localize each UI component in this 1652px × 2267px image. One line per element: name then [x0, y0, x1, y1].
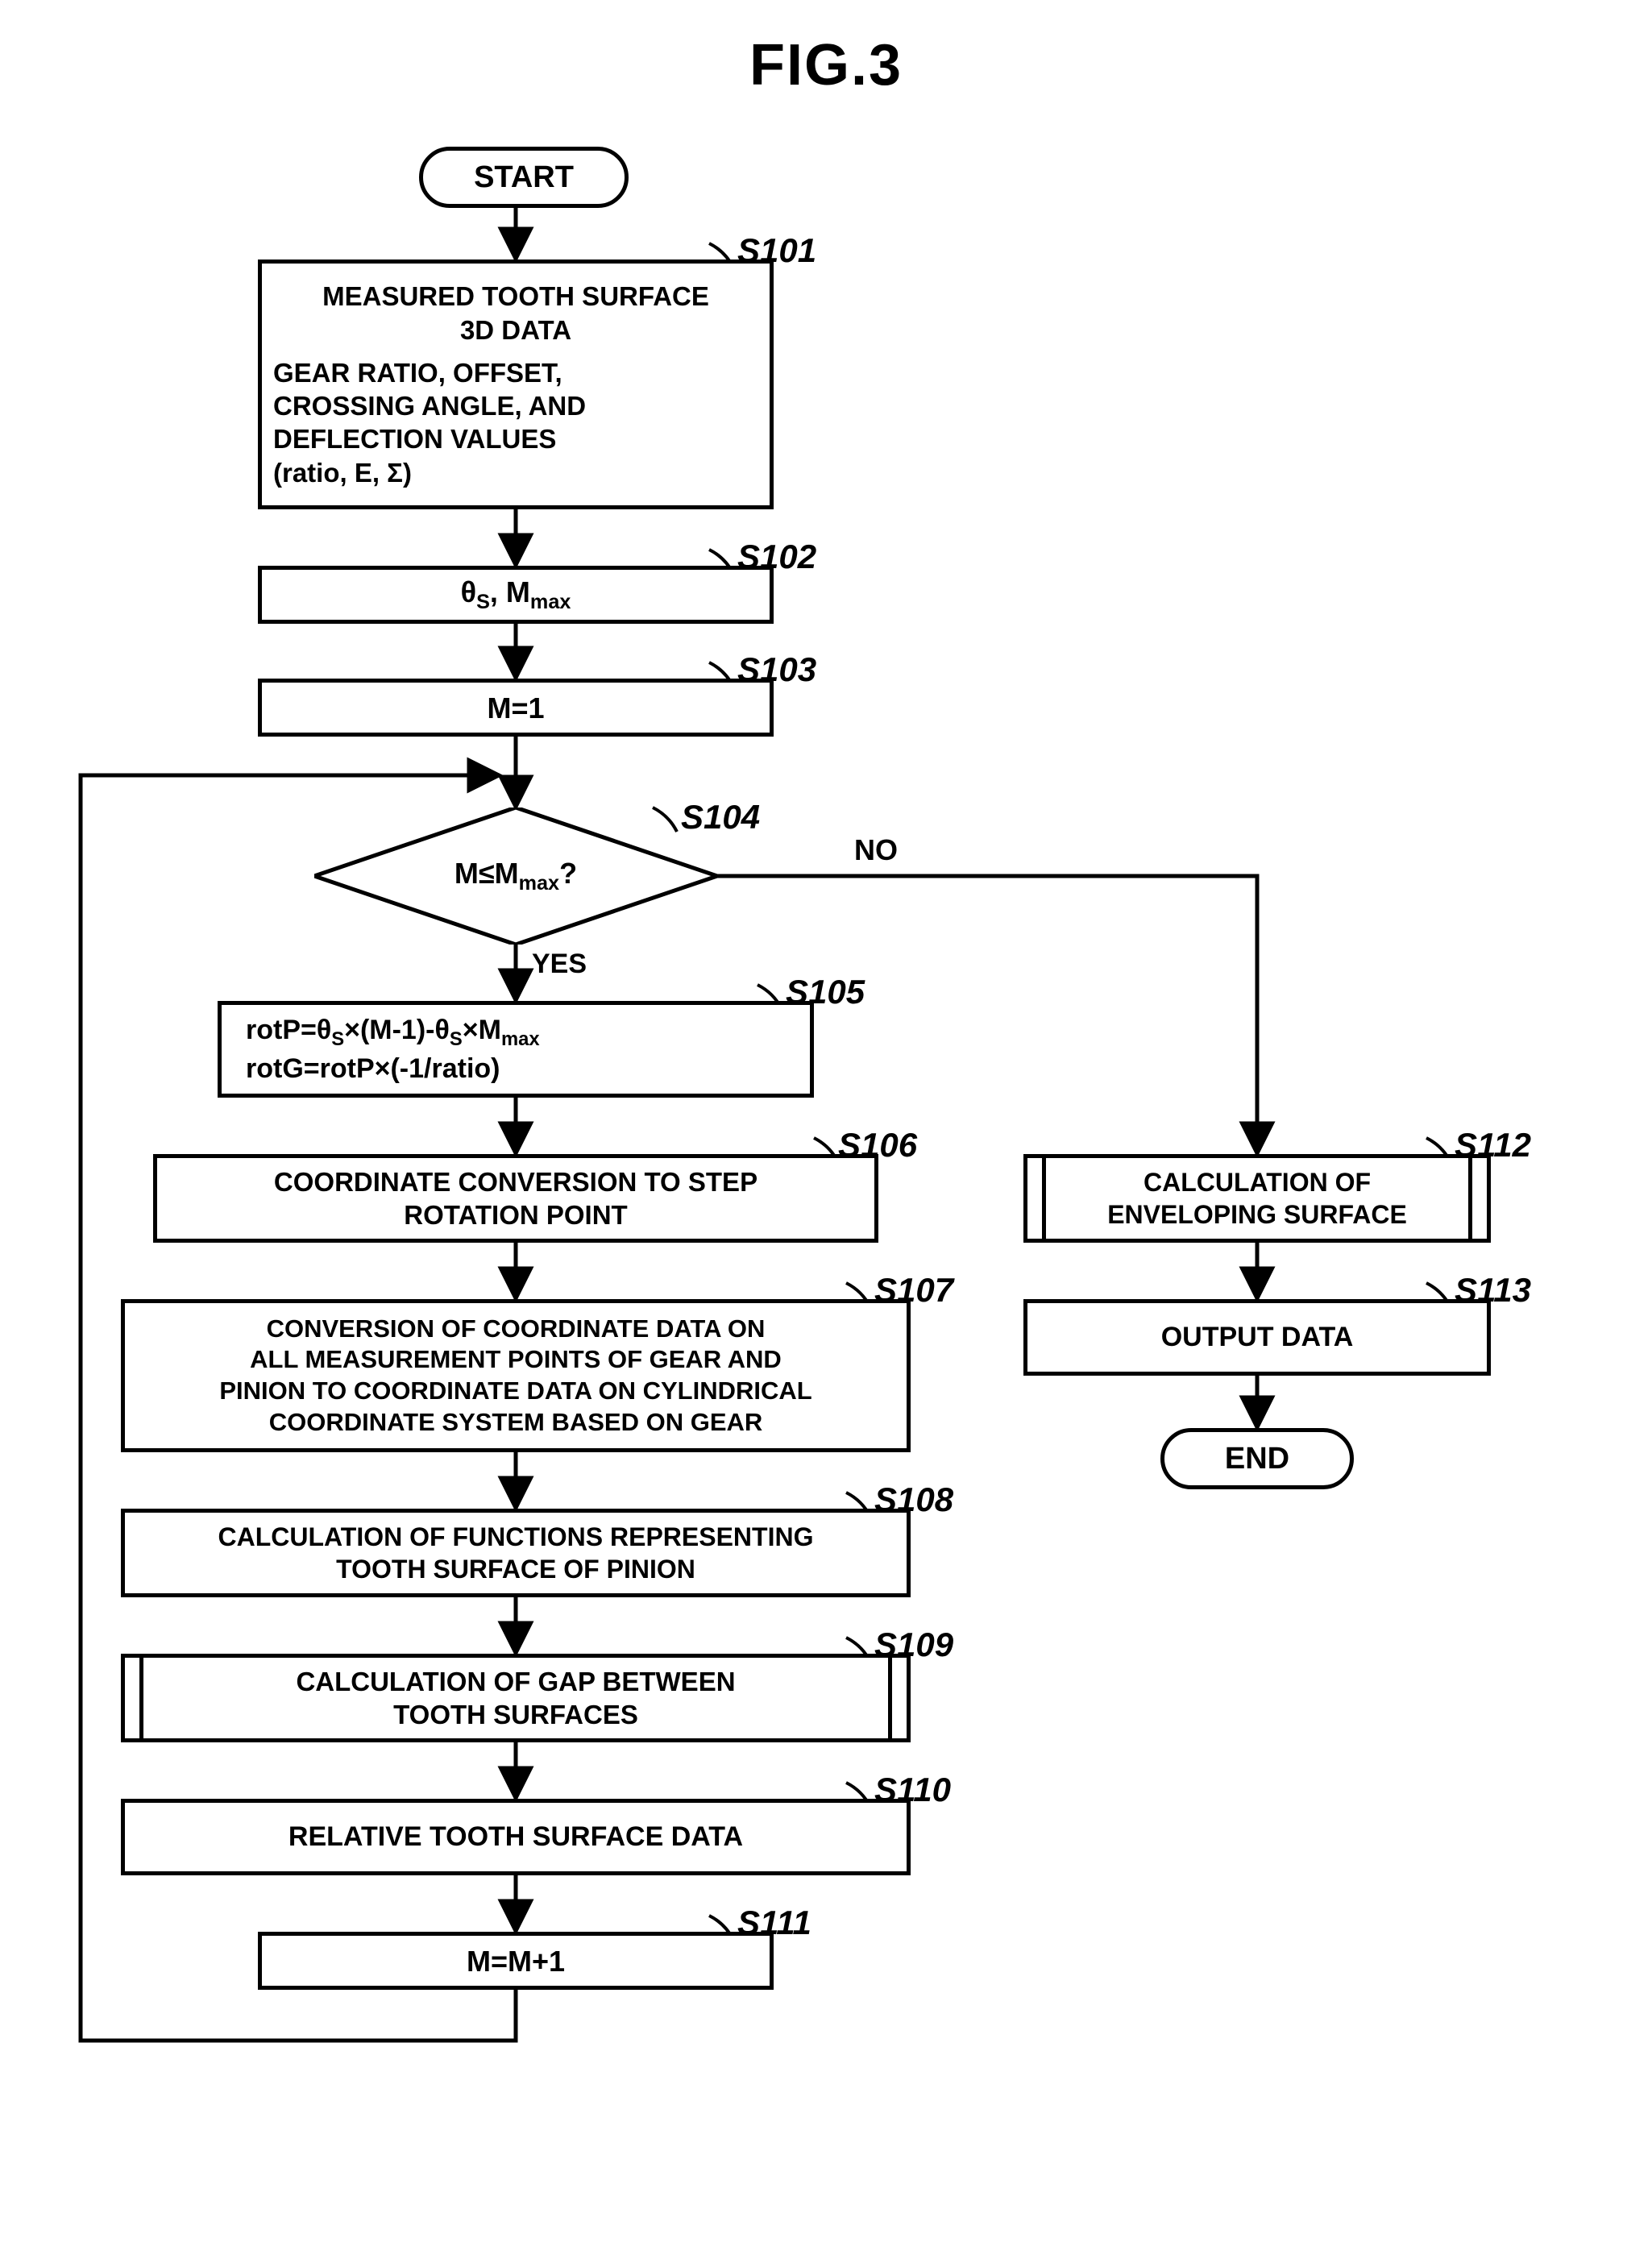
s110-text: RELATIVE TOOTH SURFACE DATA — [288, 1820, 743, 1854]
s112-line1: CALCULATION OF — [1144, 1166, 1371, 1198]
s105-line1: rotP=θS×(M-1)-θS×Mmax — [246, 1013, 540, 1052]
s112-line2: ENVELOPING SURFACE — [1107, 1198, 1407, 1231]
end-label: END — [1225, 1442, 1289, 1476]
box-s107: CONVERSION OF COORDINATE DATA ON ALL MEA… — [121, 1299, 911, 1452]
s106-line1: COORDINATE CONVERSION TO STEP — [274, 1165, 758, 1198]
s101-line5: DEFLECTION VALUES — [273, 422, 556, 455]
flowchart-canvas: START S101 MEASURED TOOTH SURFACE 3D DAT… — [32, 139, 1620, 2234]
s111-text: M=M+1 — [467, 1943, 565, 1979]
box-s112: CALCULATION OF ENVELOPING SURFACE — [1023, 1154, 1491, 1243]
box-s101: MEASURED TOOTH SURFACE 3D DATA GEAR RATI… — [258, 260, 774, 509]
s107-line2: ALL MEASUREMENT POINTS OF GEAR AND — [250, 1344, 782, 1376]
start-label: START — [474, 160, 574, 195]
s105-line2: rotG=rotP×(-1/ratio) — [246, 1052, 500, 1086]
s101-line2: 3D DATA — [322, 313, 709, 347]
s104-text: M≤Mmax? — [455, 857, 577, 895]
s113-text: OUTPUT DATA — [1161, 1320, 1354, 1355]
s107-line3: PINION TO COORDINATE DATA ON CYLINDRICAL — [219, 1376, 811, 1407]
box-s108: CALCULATION OF FUNCTIONS REPRESENTING TO… — [121, 1509, 911, 1597]
s108-line2: TOOTH SURFACE OF PINION — [336, 1553, 695, 1585]
s101-line4: CROSSING ANGLE, AND — [273, 389, 586, 422]
box-s103: M=1 — [258, 679, 774, 737]
s103-text: M=1 — [487, 690, 544, 726]
box-s102: θS, Mmax — [258, 566, 774, 624]
s101-line3: GEAR RATIO, OFFSET, — [273, 356, 562, 389]
box-s111: M=M+1 — [258, 1932, 774, 1990]
s109-line2: TOOTH SURFACES — [393, 1698, 638, 1731]
s101-line6: (ratio, E, Σ) — [273, 456, 412, 489]
s107-line1: CONVERSION OF COORDINATE DATA ON — [267, 1314, 766, 1345]
box-s106: COORDINATE CONVERSION TO STEP ROTATION P… — [153, 1154, 878, 1243]
s108-line1: CALCULATION OF FUNCTIONS REPRESENTING — [218, 1521, 814, 1553]
box-s105: rotP=θS×(M-1)-θS×Mmax rotG=rotP×(-1/rati… — [218, 1001, 814, 1098]
end-terminator: END — [1160, 1428, 1354, 1489]
s106-line2: ROTATION POINT — [404, 1198, 627, 1231]
s104-no: NO — [854, 833, 898, 867]
s104-yes: YES — [532, 949, 587, 980]
s109-line1: CALCULATION OF GAP BETWEEN — [296, 1665, 735, 1698]
s102-text: θS, Mmax — [461, 574, 571, 616]
s101-line1: MEASURED TOOTH SURFACE — [322, 280, 709, 313]
box-s113: OUTPUT DATA — [1023, 1299, 1491, 1376]
figure-title: FIG.3 — [32, 32, 1620, 98]
box-s110: RELATIVE TOOTH SURFACE DATA — [121, 1799, 911, 1875]
start-terminator: START — [419, 147, 629, 208]
box-s109: CALCULATION OF GAP BETWEEN TOOTH SURFACE… — [121, 1654, 911, 1742]
s107-line4: COORDINATE SYSTEM BASED ON GEAR — [269, 1407, 763, 1439]
decision-s104: M≤Mmax? — [314, 808, 717, 945]
